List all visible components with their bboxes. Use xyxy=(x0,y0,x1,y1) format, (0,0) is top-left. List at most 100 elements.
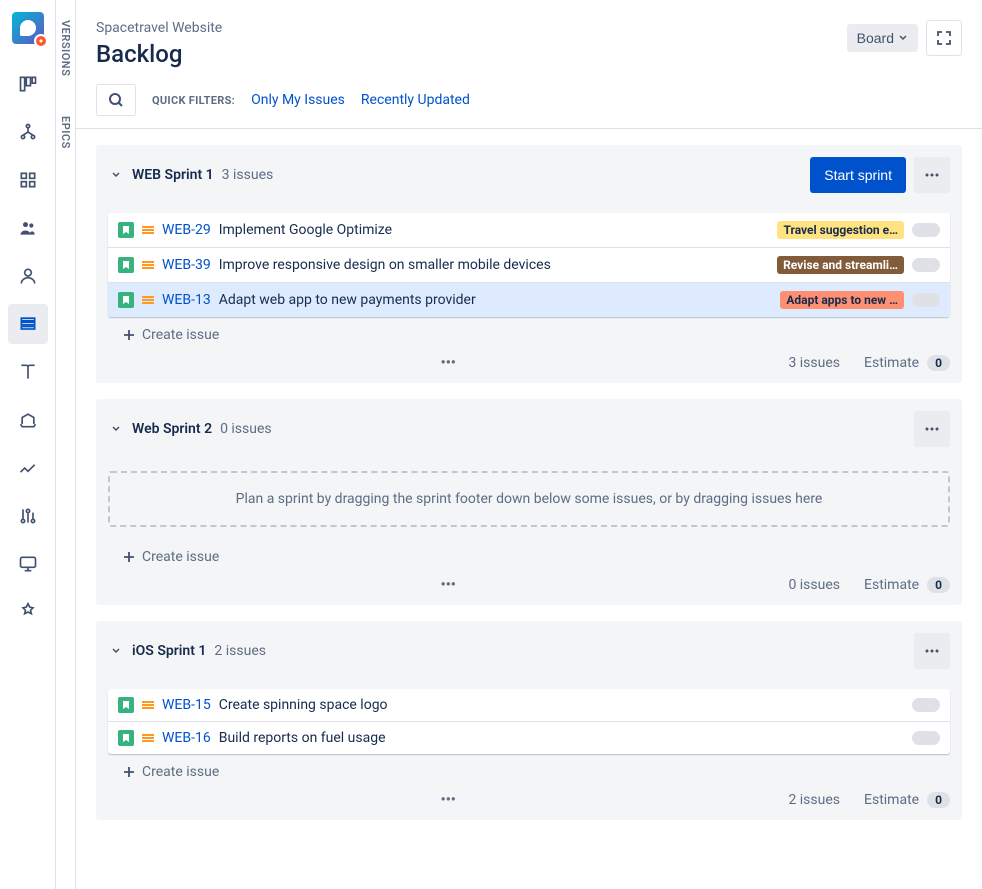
create-issue-label: Create issue xyxy=(142,327,219,343)
sprint-more-button[interactable] xyxy=(914,633,950,669)
epic-badge[interactable]: Revise and streamli… xyxy=(777,256,904,274)
nav-reports-icon[interactable] xyxy=(8,448,48,488)
nav-components-icon[interactable] xyxy=(8,160,48,200)
sprint-footer: ••• 3 issues Estimate 0 xyxy=(96,347,962,371)
nav-monitor-icon[interactable] xyxy=(8,544,48,584)
priority-icon xyxy=(142,734,154,742)
nav-addon-icon[interactable] xyxy=(8,592,48,632)
quick-filters-label: QUICK FILTERS: xyxy=(152,94,235,107)
estimate-label: Estimate xyxy=(864,792,919,808)
issue-row[interactable]: WEB-29 Implement Google Optimize Travel … xyxy=(108,213,950,247)
board-content: WEB Sprint 1 3 issues Start sprint WEB-2… xyxy=(76,129,982,889)
footer-issue-count: 3 issues xyxy=(788,355,840,371)
issue-key[interactable]: WEB-29 xyxy=(162,222,211,238)
sprint-issue-count: 0 issues xyxy=(220,421,272,437)
issue-summary: Improve responsive design on smaller mob… xyxy=(219,257,769,273)
issue-key[interactable]: WEB-16 xyxy=(162,730,211,746)
issue-summary: Implement Google Optimize xyxy=(219,222,770,238)
create-issue-button[interactable]: Create issue xyxy=(96,317,962,347)
board-dropdown-label: Board xyxy=(857,30,894,46)
nav-backlog-icon[interactable] xyxy=(8,304,48,344)
page-header: Spacetravel Website Backlog Board QUICK … xyxy=(76,0,982,129)
sprint-issue-count: 2 issues xyxy=(214,643,266,659)
estimate-badge: 0 xyxy=(927,792,950,808)
breadcrumb[interactable]: Spacetravel Website xyxy=(96,20,222,36)
filter-only-my-issues[interactable]: Only My Issues xyxy=(251,92,345,108)
nav-tree-icon[interactable] xyxy=(8,112,48,152)
nav-people-icon[interactable] xyxy=(8,208,48,248)
estimate-label: Estimate xyxy=(864,355,919,371)
status-toggle[interactable] xyxy=(912,731,940,745)
side-panels: VERSIONS EPICS xyxy=(56,0,76,889)
issue-summary: Build reports on fuel usage xyxy=(219,730,904,746)
sprint-collapse-toggle[interactable] xyxy=(108,167,124,183)
create-issue-button[interactable]: Create issue xyxy=(96,539,962,569)
issue-summary: Adapt web app to new payments provider xyxy=(219,292,773,308)
page-title: Backlog xyxy=(96,40,222,68)
filter-recently-updated[interactable]: Recently Updated xyxy=(361,92,470,108)
issue-list: WEB-15 Create spinning space logo WEB-16… xyxy=(108,689,950,754)
epic-badge[interactable]: Adapt apps to new … xyxy=(780,291,904,309)
create-issue-button[interactable]: Create issue xyxy=(96,754,962,784)
issue-row[interactable]: WEB-16 Build reports on fuel usage xyxy=(108,721,950,754)
epics-panel-label[interactable]: EPICS xyxy=(59,116,72,149)
sprint-more-button[interactable] xyxy=(914,157,950,193)
sprint-issue-count: 3 issues xyxy=(222,167,274,183)
main-content: Spacetravel Website Backlog Board QUICK … xyxy=(76,0,982,889)
issue-key[interactable]: WEB-15 xyxy=(162,697,211,713)
issue-key[interactable]: WEB-39 xyxy=(162,257,211,273)
sprint-header: WEB Sprint 1 3 issues Start sprint xyxy=(96,145,962,205)
fullscreen-button[interactable] xyxy=(926,20,962,56)
create-issue-label: Create issue xyxy=(142,764,219,780)
sprint-collapse-toggle[interactable] xyxy=(108,421,124,437)
nav-book-icon[interactable] xyxy=(8,352,48,392)
nav-sliders-icon[interactable] xyxy=(8,496,48,536)
sprint-footer: ••• 2 issues Estimate 0 xyxy=(96,784,962,808)
estimate-badge: 0 xyxy=(927,355,950,371)
story-icon xyxy=(118,222,134,238)
issue-key[interactable]: WEB-13 xyxy=(162,292,211,308)
issue-row[interactable]: WEB-39 Improve responsive design on smal… xyxy=(108,247,950,282)
sprint-name: WEB Sprint 1 xyxy=(132,167,214,183)
nav-user-icon[interactable] xyxy=(8,256,48,296)
empty-sprint-dropzone[interactable]: Plan a sprint by dragging the sprint foo… xyxy=(108,471,950,527)
priority-icon xyxy=(142,701,154,709)
story-icon xyxy=(118,257,134,273)
estimate-label: Estimate xyxy=(864,577,919,593)
status-toggle[interactable] xyxy=(912,223,940,237)
nav-sidebar xyxy=(0,0,56,889)
sprint-name: iOS Sprint 1 xyxy=(132,643,206,659)
project-logo[interactable] xyxy=(12,12,44,44)
sprint-drag-handle[interactable]: ••• xyxy=(441,577,456,593)
nav-board-icon[interactable] xyxy=(8,64,48,104)
priority-icon xyxy=(142,296,154,304)
board-dropdown[interactable]: Board xyxy=(847,24,918,52)
logo-badge xyxy=(34,34,48,48)
issue-row[interactable]: WEB-13 Adapt web app to new payments pro… xyxy=(108,282,950,317)
sprint-drag-handle[interactable]: ••• xyxy=(441,792,456,808)
sprint-section: WEB Sprint 1 3 issues Start sprint WEB-2… xyxy=(96,145,962,383)
issue-list: WEB-29 Implement Google Optimize Travel … xyxy=(108,213,950,317)
status-toggle[interactable] xyxy=(912,258,940,272)
versions-panel-label[interactable]: VERSIONS xyxy=(59,20,72,76)
sprint-drag-handle[interactable]: ••• xyxy=(441,355,456,371)
sprint-more-button[interactable] xyxy=(914,411,950,447)
sprint-header: iOS Sprint 1 2 issues xyxy=(96,621,962,681)
search-button[interactable] xyxy=(96,84,136,116)
sprint-collapse-toggle[interactable] xyxy=(108,643,124,659)
issue-row[interactable]: WEB-15 Create spinning space logo xyxy=(108,689,950,721)
sprint-section: iOS Sprint 1 2 issues WEB-15 Create spin… xyxy=(96,621,962,820)
status-toggle[interactable] xyxy=(912,293,940,307)
story-icon xyxy=(118,292,134,308)
epic-badge[interactable]: Travel suggestion e… xyxy=(777,221,904,239)
sprint-section: Web Sprint 2 0 issues Plan a sprint by d… xyxy=(96,399,962,605)
priority-icon xyxy=(142,226,154,234)
footer-issue-count: 2 issues xyxy=(788,792,840,808)
issue-summary: Create spinning space logo xyxy=(219,697,904,713)
status-toggle[interactable] xyxy=(912,698,940,712)
create-issue-label: Create issue xyxy=(142,549,219,565)
start-sprint-button[interactable]: Start sprint xyxy=(810,157,906,193)
nav-ship-icon[interactable] xyxy=(8,400,48,440)
sprint-footer: ••• 0 issues Estimate 0 xyxy=(96,569,962,593)
sprint-name: Web Sprint 2 xyxy=(132,421,212,437)
